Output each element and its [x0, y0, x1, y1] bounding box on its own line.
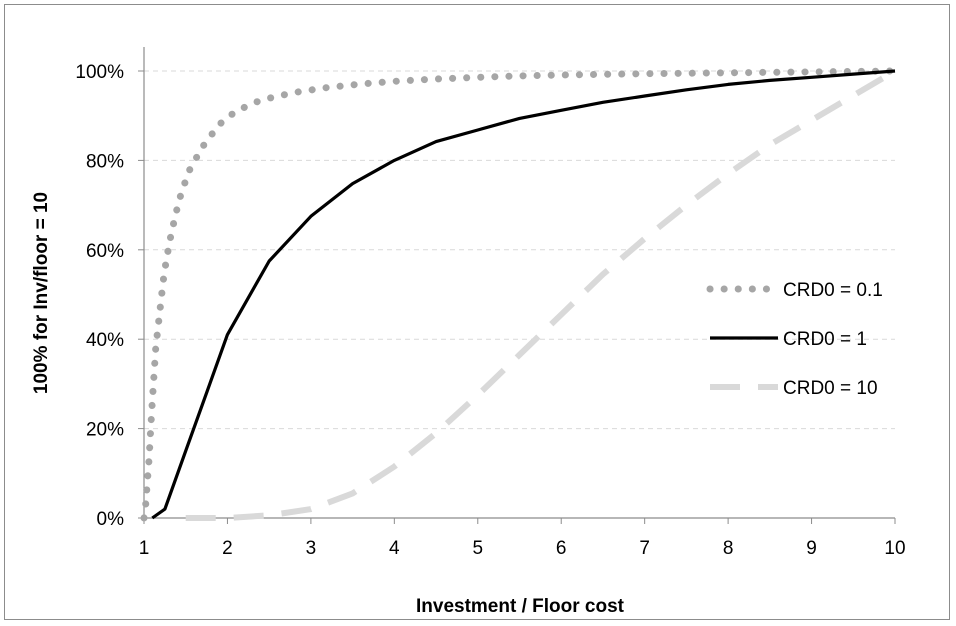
x-tick-label: 9: [806, 538, 817, 559]
x-tick-label: 8: [723, 538, 734, 559]
series-line: [151, 69, 896, 520]
x-tick-label: 3: [306, 538, 317, 559]
x-tick-label: 10: [884, 538, 905, 559]
tick-labels: 0% 20% 40% 60% 80% 100% 1 2 3 4 5 6 7 8 9 10: [75, 62, 905, 559]
y-tick-label: 80%: [86, 151, 124, 172]
x-tick-label: 6: [556, 538, 567, 559]
series-line: [140, 67, 899, 522]
chart-frame: [4, 4, 950, 620]
x-tick-label: 1: [139, 538, 150, 559]
series-line: [185, 68, 897, 521]
y-tick-label: 0%: [97, 509, 125, 530]
x-tick-label: 2: [222, 538, 233, 559]
legend-label: CRD0 = 0.1: [783, 280, 883, 301]
y-tick-label: 20%: [86, 420, 124, 441]
y-axis-title: 100% for Inv/floor = 10: [31, 192, 52, 394]
legend: CRD0 = 0.1 CRD0 = 1 CRD0 = 10: [706, 280, 883, 399]
y-tick-label: 100%: [75, 62, 124, 83]
y-tick-label: 60%: [86, 241, 124, 262]
legend-label: CRD0 = 10: [783, 378, 878, 399]
x-tick-label: 4: [389, 538, 400, 559]
x-tick-label: 5: [472, 538, 483, 559]
x-tick-label: 7: [639, 538, 650, 559]
legend-label: CRD0 = 1: [783, 329, 867, 350]
gridlines: [144, 70, 895, 430]
y-tick-label: 40%: [86, 330, 124, 351]
axes: [138, 47, 896, 524]
x-axis-title: Investment / Floor cost: [416, 596, 625, 617]
series-lines: [140, 67, 899, 522]
